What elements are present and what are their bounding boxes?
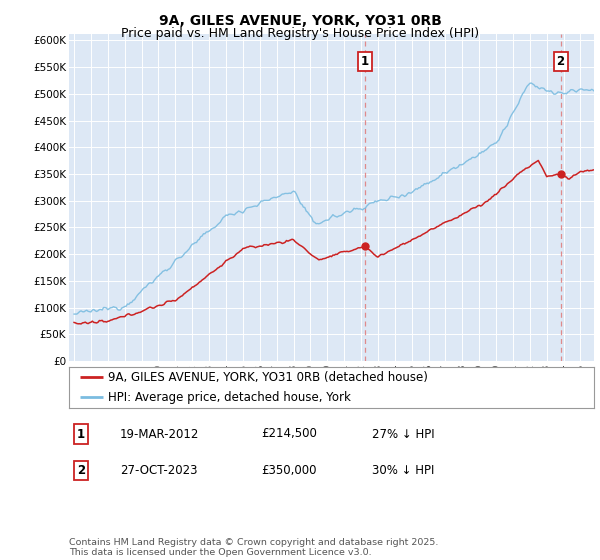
Text: 27% ↓ HPI: 27% ↓ HPI	[372, 427, 434, 441]
Text: HPI: Average price, detached house, York: HPI: Average price, detached house, York	[109, 390, 351, 404]
Text: 1: 1	[361, 55, 368, 68]
Text: 9A, GILES AVENUE, YORK, YO31 0RB (detached house): 9A, GILES AVENUE, YORK, YO31 0RB (detach…	[109, 371, 428, 384]
Text: 2: 2	[557, 55, 565, 68]
Text: Contains HM Land Registry data © Crown copyright and database right 2025.
This d: Contains HM Land Registry data © Crown c…	[69, 538, 439, 557]
Text: 1: 1	[77, 427, 85, 441]
Text: 27-OCT-2023: 27-OCT-2023	[120, 464, 197, 477]
Text: 30% ↓ HPI: 30% ↓ HPI	[372, 464, 434, 477]
Text: 2: 2	[77, 464, 85, 477]
Text: Price paid vs. HM Land Registry's House Price Index (HPI): Price paid vs. HM Land Registry's House …	[121, 27, 479, 40]
Text: 9A, GILES AVENUE, YORK, YO31 0RB: 9A, GILES AVENUE, YORK, YO31 0RB	[158, 14, 442, 28]
Text: £214,500: £214,500	[261, 427, 317, 441]
Text: 19-MAR-2012: 19-MAR-2012	[120, 427, 199, 441]
Text: £350,000: £350,000	[261, 464, 317, 477]
